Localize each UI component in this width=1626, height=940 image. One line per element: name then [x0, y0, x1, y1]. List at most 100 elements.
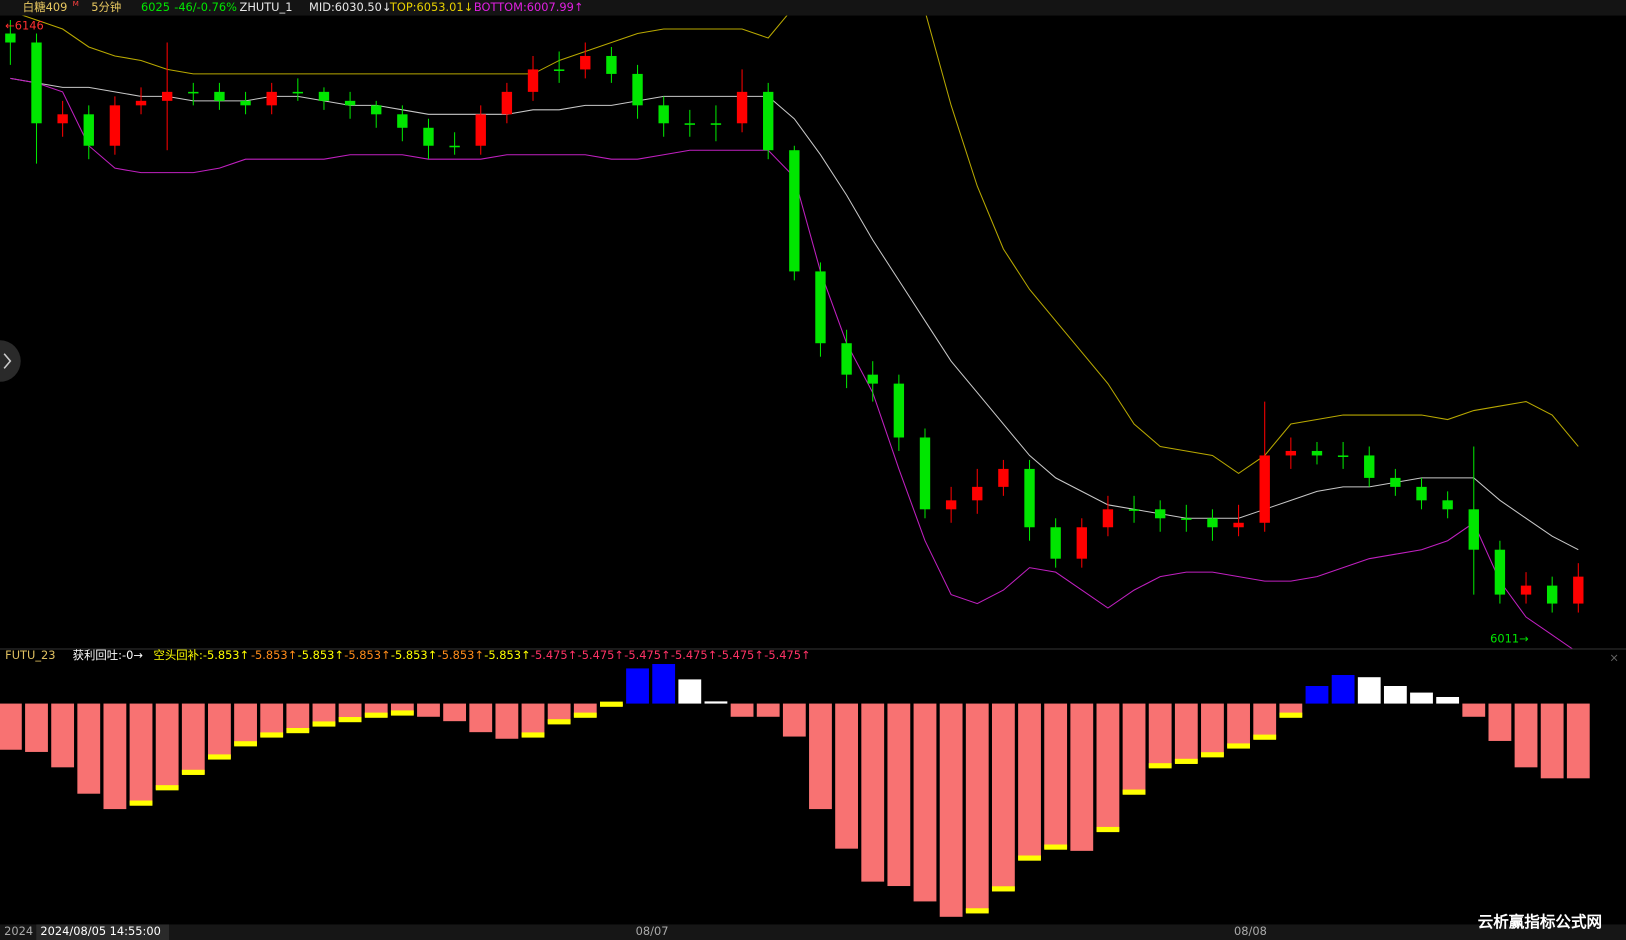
rise-cap	[338, 717, 362, 723]
candle-body	[1024, 468, 1035, 528]
histogram-bar	[51, 703, 75, 768]
histogram-bar	[1070, 703, 1094, 851]
rise-cap	[312, 721, 336, 727]
panel-name[interactable]: FUTU_23	[5, 648, 55, 662]
candle-body	[475, 114, 486, 146]
rise-cap	[1044, 844, 1068, 850]
candle-body	[318, 91, 330, 101]
symbol: 白糖409	[23, 0, 68, 14]
rise-cap	[965, 908, 989, 914]
candle-body	[1181, 518, 1192, 520]
histogram-bar	[965, 703, 989, 913]
histogram-bar	[1044, 703, 1068, 849]
candle-body	[344, 100, 356, 106]
candle-body	[841, 343, 852, 375]
histogram-bar	[77, 703, 101, 794]
rise-cap	[1122, 789, 1146, 795]
histogram-bar	[1357, 677, 1381, 704]
rise-cap	[1174, 758, 1198, 764]
candle-body	[1416, 486, 1427, 501]
watermark: 云析赢指标公式网	[1478, 912, 1602, 931]
rise-cap	[181, 769, 205, 775]
histogram-bar	[547, 703, 571, 724]
histogram-bar	[1201, 703, 1224, 757]
histogram-bar	[1331, 675, 1355, 704]
close-panel[interactable]: ×	[1609, 650, 1619, 664]
period[interactable]: 5分钟	[91, 0, 121, 14]
candle-body	[1442, 500, 1453, 510]
candle-body	[1076, 527, 1087, 559]
candle-body	[1207, 518, 1218, 528]
histogram-bar	[678, 679, 702, 704]
histogram-bar	[809, 703, 832, 810]
candle-body	[1311, 450, 1323, 456]
candle-body	[867, 374, 878, 384]
candle-body	[527, 69, 539, 92]
rise-cap	[547, 719, 571, 725]
mid-value: MID:6030.50↓	[309, 0, 391, 14]
candle-body	[1364, 455, 1375, 478]
histogram-bar	[652, 664, 676, 704]
histogram-bar	[1253, 703, 1277, 739]
candle-body	[1259, 455, 1270, 523]
histogram-bar	[495, 703, 519, 739]
histogram-bar	[1514, 703, 1538, 768]
candle-body	[945, 500, 957, 510]
histogram-bar	[1383, 685, 1407, 704]
candle-body	[1050, 527, 1061, 559]
histogram-bar	[782, 703, 806, 737]
histogram-bar	[25, 703, 48, 752]
time-bar	[0, 924, 1626, 940]
rise-cap	[1096, 826, 1120, 833]
bottom-value: BOTTOM:6007.99↑	[474, 0, 584, 14]
candle-body	[1154, 509, 1166, 519]
histogram-bar	[155, 703, 179, 790]
candle-body	[1337, 455, 1349, 458]
histogram-bar	[1174, 703, 1198, 763]
histogram-bar	[913, 703, 937, 902]
indicator-name[interactable]: ZHUTU_1	[240, 0, 293, 14]
candle-body	[1468, 509, 1479, 550]
candle-body	[1494, 549, 1506, 595]
candle-body	[135, 100, 147, 106]
date-label: 08/07	[636, 924, 669, 938]
candle-body	[972, 486, 983, 501]
indicator-label: -5.475↑	[718, 648, 764, 662]
histogram-bar	[0, 703, 22, 750]
candle-body	[1285, 450, 1297, 456]
candle-body	[240, 100, 251, 106]
histogram-bar	[521, 703, 545, 737]
indicator-label: -5.853↑	[251, 648, 297, 662]
candle-body	[1102, 509, 1114, 528]
histogram-bar	[756, 703, 780, 717]
histogram-bar	[469, 703, 493, 733]
rise-cap	[1148, 763, 1172, 769]
symbol-sup: M	[73, 0, 79, 8]
candle-body	[161, 91, 173, 101]
side-tab-arrow	[3, 353, 12, 369]
candle-body	[1390, 477, 1401, 487]
candle-body	[606, 55, 617, 74]
candle-body	[188, 91, 199, 94]
year: 2024	[4, 924, 33, 938]
histogram-bar	[208, 703, 231, 759]
rise-cap	[573, 712, 597, 718]
candle-body	[658, 105, 669, 124]
candle-body	[893, 383, 905, 438]
candle-body	[266, 91, 277, 106]
candle-body	[684, 123, 695, 125]
histogram-bar	[443, 703, 467, 722]
candle-body	[1520, 585, 1532, 595]
rise-cap	[1201, 752, 1224, 758]
indicator-label: 获利回吐:-0→	[73, 648, 143, 662]
candle-body	[815, 271, 826, 344]
histogram-bar	[1540, 703, 1564, 779]
candle-body	[83, 114, 94, 146]
indicator-label: 空头回补:-5.853↑	[153, 648, 249, 662]
histogram-bar	[887, 703, 911, 887]
candle-body	[31, 42, 42, 124]
cursor-time: 2024/08/05 14:55:00	[40, 924, 160, 938]
histogram-bar	[626, 668, 649, 704]
low-label: 6011→	[1490, 632, 1529, 646]
